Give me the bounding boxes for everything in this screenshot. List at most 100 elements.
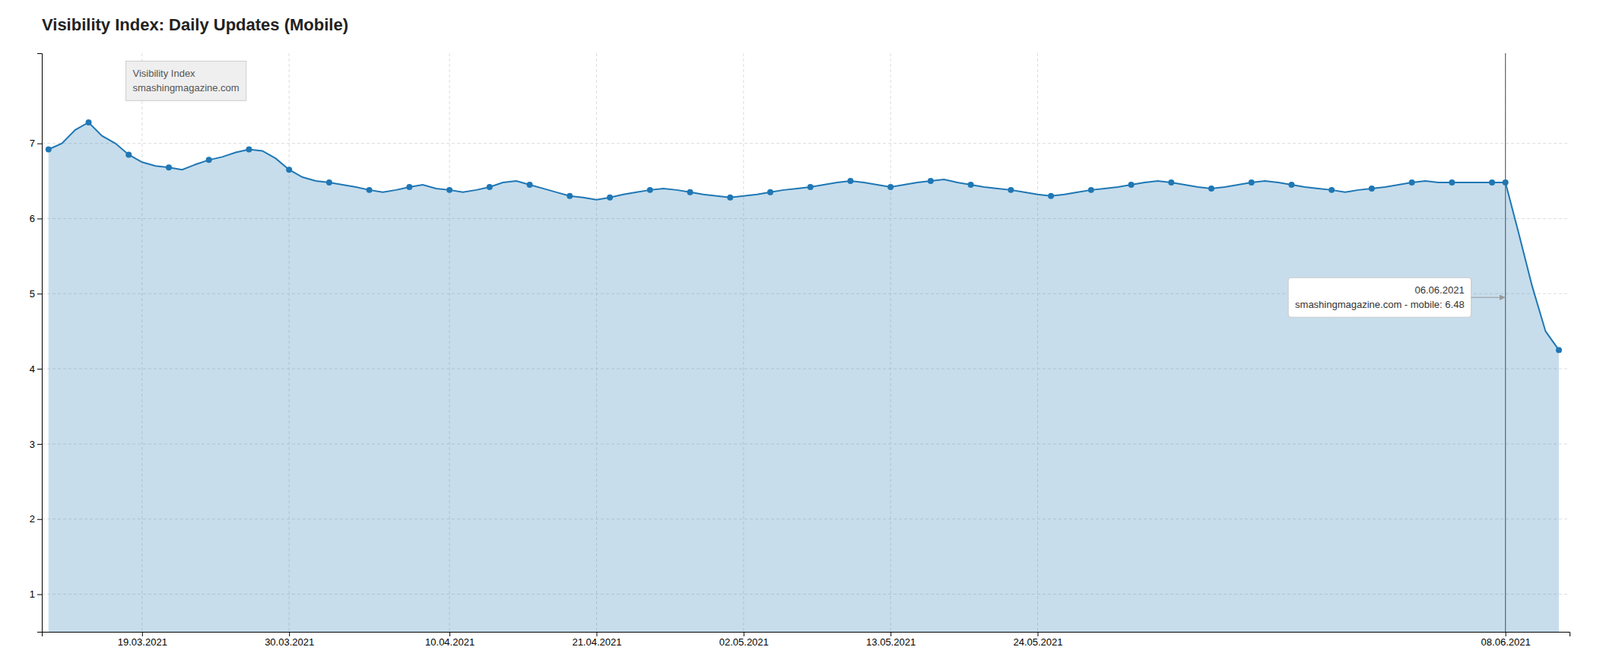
x-axis-line (42, 632, 1571, 638)
x-tick-mark (743, 631, 745, 637)
tooltip-arrow (1471, 297, 1506, 299)
marker (326, 179, 333, 186)
tooltip: 06.06.2021 smashingmagazine.com - mobile:… (1288, 53, 1506, 632)
y-tick-label: 3 (29, 438, 35, 451)
marker (366, 187, 373, 194)
x-tick: 13.05.2021 (866, 631, 916, 648)
info-box: Visibility Index smashingmagazine.com (125, 60, 246, 101)
x-tick: 21.04.2021 (571, 631, 622, 648)
marker (807, 184, 814, 191)
x-tick-label: 30.03.2021 (264, 636, 315, 648)
marker (647, 187, 654, 194)
marker (606, 194, 613, 201)
marker (486, 184, 493, 191)
marker (767, 189, 774, 196)
marker (1288, 181, 1295, 188)
grid-line-y (41, 142, 1570, 144)
marker (726, 194, 734, 201)
y-tick-label: 7 (29, 137, 35, 150)
y-tick: 2 (29, 513, 42, 525)
marker (45, 146, 52, 153)
marker (85, 119, 93, 126)
x-tick: 02.05.2021 (719, 631, 769, 648)
x-tick-label: 08.06.2021 (1481, 636, 1531, 648)
x-tick-label: 02.05.2021 (719, 636, 769, 648)
y-tick-mark (37, 293, 42, 295)
y-tick-label: 6 (29, 212, 35, 225)
y-tick-label: 2 (29, 513, 35, 525)
plot-area (45, 119, 1562, 632)
marker (968, 181, 975, 188)
y-tick: 7 (29, 137, 42, 150)
x-tick-mark (142, 631, 143, 637)
marker (1128, 181, 1135, 188)
marker (526, 181, 534, 188)
grid-line-x (1504, 53, 1506, 632)
x-tick-label: 24.05.2021 (1012, 636, 1063, 648)
tooltip-box (1288, 277, 1472, 318)
grid (41, 53, 1570, 632)
marker (927, 177, 934, 185)
x-tick-label: 13.05.2021 (866, 636, 916, 648)
y-tick-mark (37, 218, 42, 220)
marker (847, 177, 854, 185)
marker (1168, 179, 1175, 186)
x-tick: 30.03.2021 (264, 631, 315, 648)
marker (206, 156, 213, 163)
x-tick-mark (449, 631, 451, 637)
tooltip-text: 06.06.2021 (1415, 284, 1465, 296)
y-tick-mark (37, 519, 42, 521)
y-tick-mark (37, 594, 42, 596)
y-tick-label: 1 (29, 588, 35, 600)
x-tick-mark (1505, 631, 1507, 637)
marker (406, 184, 413, 191)
x-axis: 19.03.2021 30.03.2021 10.04.2021 21.04.2021… (42, 631, 1571, 648)
y-tick-label: 5 (29, 288, 35, 300)
y-tick-mark (37, 444, 42, 445)
line (48, 122, 1559, 350)
marker (1328, 187, 1335, 194)
chart: Visibility Index: Daily Updates (Mobile)… (0, 0, 1600, 666)
marker (1555, 346, 1562, 353)
info-text: smashingmagazine.com (132, 82, 239, 94)
x-tick: 24.05.2021 (1012, 631, 1063, 648)
x-tick-mark (890, 631, 892, 637)
marker (1088, 187, 1095, 194)
marker (446, 187, 453, 194)
x-tick-label: 10.04.2021 (425, 636, 475, 648)
info-box-frame (125, 60, 246, 101)
area (48, 122, 1559, 632)
marker (1448, 179, 1455, 186)
x-tick-mark (596, 631, 597, 637)
title: Visibility Index: Daily Updates (Mobile) (41, 15, 349, 35)
x-tick-mark (288, 631, 290, 637)
marker (245, 146, 252, 153)
marker (1488, 179, 1496, 186)
marker (1007, 187, 1014, 194)
marker (566, 193, 573, 200)
marker (285, 166, 293, 173)
x-tick: 10.04.2021 (425, 631, 475, 648)
x-tick: 19.03.2021 (117, 631, 168, 648)
marker (125, 151, 132, 158)
y-tick: 6 (29, 212, 42, 225)
y-tick-mark (37, 368, 42, 370)
y-tick-mark (37, 143, 42, 145)
marker (1208, 185, 1215, 192)
marker (1047, 193, 1054, 200)
x-tick-mark (1037, 631, 1039, 637)
marker (1248, 179, 1255, 186)
y-axis-line (37, 53, 43, 633)
y-tick-label: 4 (29, 363, 35, 375)
y-tick: 4 (29, 363, 42, 375)
y-axis: 1 2 3 4 5 6 7 (29, 53, 43, 633)
y-tick: 1 (29, 588, 42, 600)
y-tick: 5 (29, 288, 42, 300)
cursor-line (1504, 53, 1506, 632)
x-tick-label: 19.03.2021 (117, 636, 168, 648)
info-text: Visibility Index (132, 67, 196, 80)
marker (686, 189, 693, 196)
tooltip-text: smashingmagazine.com - mobile: 6.48 (1295, 298, 1465, 311)
marker (1409, 179, 1416, 186)
x-tick-label: 21.04.2021 (571, 636, 622, 648)
